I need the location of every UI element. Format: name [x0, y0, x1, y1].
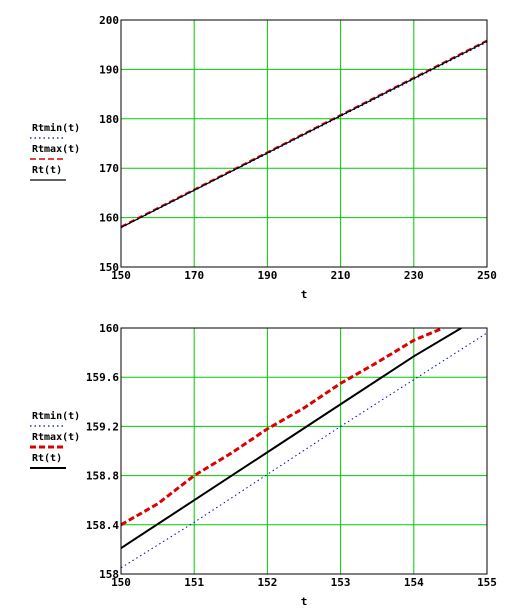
chart2-y-tick-label: 158.8: [86, 470, 119, 483]
chart2-x-tick-label: 155: [477, 576, 497, 589]
chart2-series-line-rtt: [121, 328, 462, 550]
chart1-x-tick-label: 210: [331, 269, 351, 282]
chart2-legend-label: Rt(t): [32, 453, 62, 464]
chart2-legend-label: Rtmax(t): [32, 432, 80, 443]
chart2-x-tick-label: 153: [331, 576, 351, 589]
chart2-series-line-rtmint: [121, 332, 487, 569]
chart2-x-axis-label: t: [301, 595, 308, 608]
chart1-x-tick-label: 250: [477, 269, 497, 282]
chart1-y-tick-label: 190: [99, 63, 119, 76]
chart2-series-line-rtmaxt: [121, 328, 444, 527]
chart1-series-line-rtt: [121, 40, 487, 229]
chart1-legend-label: Rt(t): [32, 165, 62, 176]
chart2-y-tick-label: 158.4: [86, 519, 119, 532]
chart1-x-tick-label: 170: [184, 269, 204, 282]
chart2-x-tick-label: 150: [111, 576, 131, 589]
chart2-plot-frame: [120, 327, 488, 575]
chart2-y-tick-label: 159.6: [86, 371, 119, 384]
chart1-x-tick-label: 190: [257, 269, 277, 282]
chart1-x-axis-label: t: [301, 288, 308, 301]
chart2-legend-label: Rtmin(t): [32, 410, 80, 422]
chart1-y-tick-label: 160: [99, 212, 119, 225]
chart2-x-tick-label: 154: [404, 576, 424, 589]
chart1-y-tick-label: 150: [99, 261, 119, 274]
chart1-y-tick-label: 180: [99, 113, 119, 126]
chart1-series-line-rtmaxt: [121, 39, 487, 228]
chart1-legend-label: Rtmax(t): [32, 144, 80, 155]
chart2-x-tick-label: 152: [257, 576, 277, 589]
chart2-y-tick-label: 160: [99, 322, 119, 335]
chart1-legend-label: Rtmin(t): [32, 122, 80, 134]
chart1-x-tick-label: 230: [404, 269, 424, 282]
chart2-y-tick-label: 159.2: [86, 420, 119, 433]
chart1-x-tick-label: 150: [111, 269, 131, 282]
chart1-plot-frame: [120, 19, 488, 268]
chart2-x-tick-label: 151: [184, 576, 204, 589]
chart1-y-tick-label: 170: [99, 162, 119, 175]
chart1-y-tick-label: 200: [99, 14, 119, 27]
chart2-y-tick-label: 158: [99, 568, 119, 581]
